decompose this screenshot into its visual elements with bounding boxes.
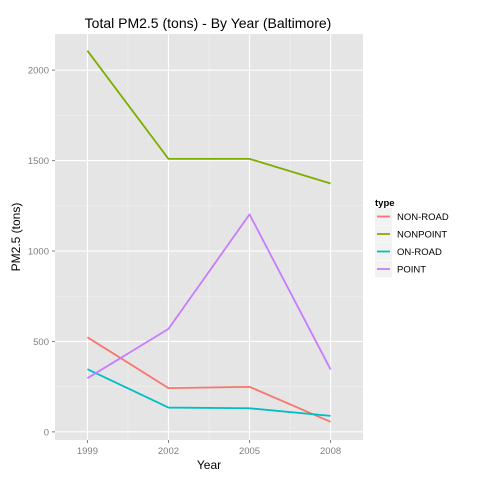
major-gridlines bbox=[55, 34, 363, 440]
legend-item-on-road: ON-ROAD bbox=[375, 243, 442, 260]
series-lines bbox=[86, 50, 332, 423]
series-line-point bbox=[86, 213, 332, 379]
series-line-on-road bbox=[87, 368, 331, 417]
legend-label: POINT bbox=[397, 265, 426, 276]
y-tick-label: 1000 bbox=[28, 247, 49, 258]
x-tick-label: 2008 bbox=[320, 446, 341, 457]
legend: type NON-ROAD NONPOINT ON-ROAD POINT bbox=[375, 198, 449, 278]
y-tick-label: 500 bbox=[33, 337, 49, 348]
legend-label: NON-ROAD bbox=[397, 212, 449, 223]
y-tick-label: 2000 bbox=[28, 66, 49, 77]
legend-item-non-road: NON-ROAD bbox=[375, 208, 449, 225]
y-axis: 0 500 1000 1500 2000 bbox=[28, 66, 55, 438]
series-line-nonpoint bbox=[86, 50, 331, 185]
x-tick-label: 2002 bbox=[158, 446, 179, 457]
legend-item-point: POINT bbox=[375, 260, 426, 278]
series-line-non-road bbox=[86, 336, 331, 423]
x-tick-label: 1999 bbox=[77, 446, 98, 457]
minor-gridlines bbox=[55, 34, 363, 440]
x-tick-label: 2005 bbox=[239, 446, 260, 457]
y-tick-label: 0 bbox=[44, 427, 49, 438]
legend-item-nonpoint: NONPOINT bbox=[375, 225, 447, 243]
legend-label: ON-ROAD bbox=[397, 247, 442, 258]
legend-title: type bbox=[375, 198, 395, 209]
y-axis-title: PM2.5 (tons) bbox=[9, 203, 23, 272]
y-tick-label: 1500 bbox=[28, 156, 49, 167]
x-axis-title: Year bbox=[197, 458, 221, 472]
x-axis: 1999 2002 2005 2008 bbox=[77, 440, 341, 457]
legend-label: NONPOINT bbox=[397, 230, 447, 241]
chart-title: Total PM2.5 (tons) - By Year (Baltimore) bbox=[85, 15, 332, 31]
